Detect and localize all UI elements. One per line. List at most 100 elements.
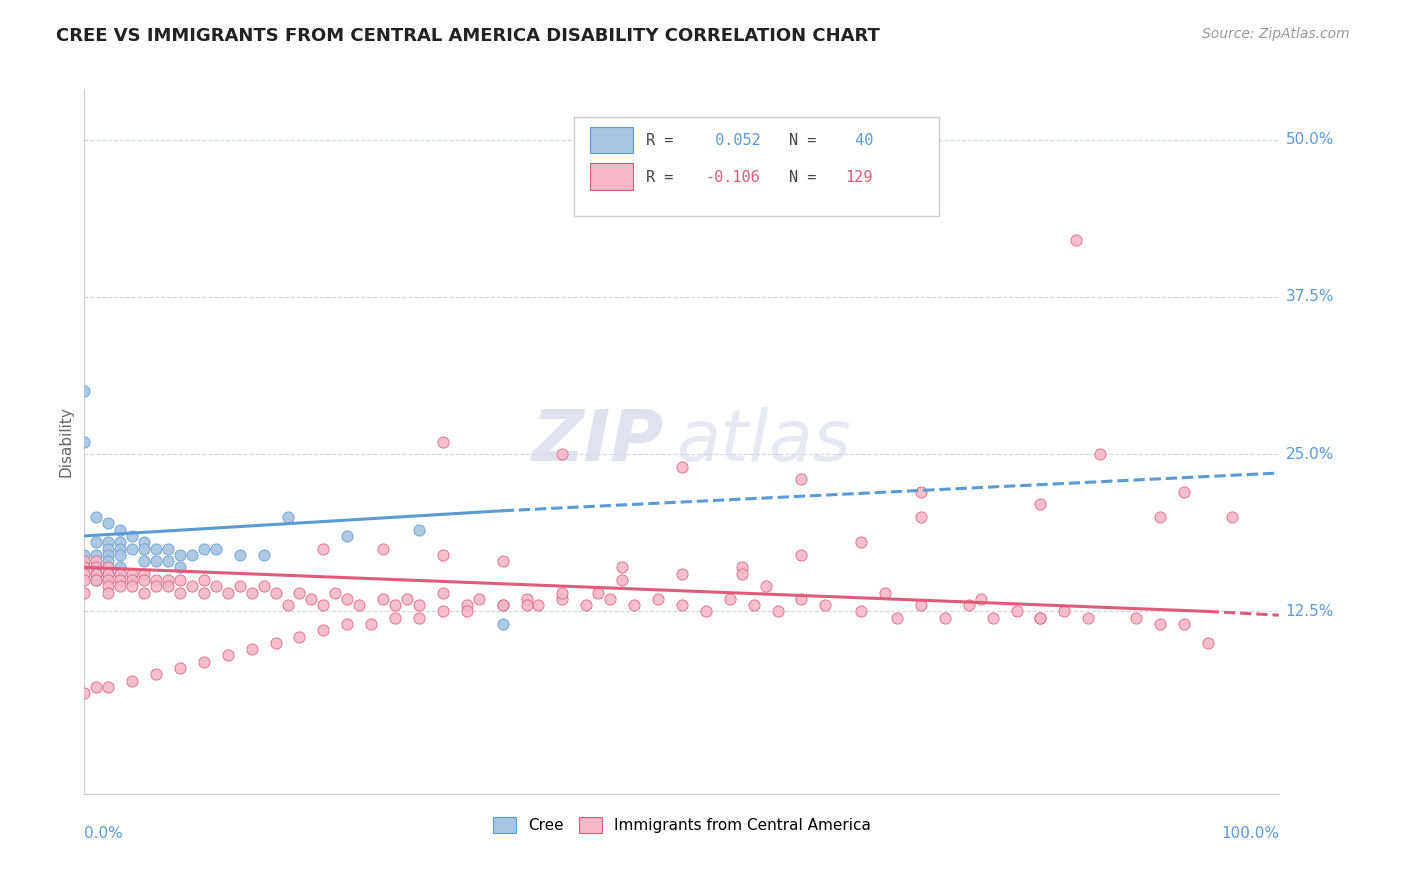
Point: [360, 617, 382, 632]
Point: [169, 661, 191, 675]
Point: [396, 591, 419, 606]
Point: [456, 604, 478, 618]
FancyBboxPatch shape: [591, 127, 633, 153]
Point: [1053, 604, 1076, 618]
Point: [1066, 233, 1088, 247]
Point: [121, 541, 143, 556]
Text: 12.5%: 12.5%: [1285, 604, 1334, 619]
Point: [86, 680, 108, 694]
Point: [671, 459, 693, 474]
Point: [121, 529, 143, 543]
Point: [671, 598, 693, 612]
Point: [181, 579, 204, 593]
Point: [86, 566, 108, 581]
Point: [73, 434, 96, 449]
Text: 50.0%: 50.0%: [1285, 132, 1334, 147]
Point: [731, 560, 754, 574]
Point: [790, 591, 813, 606]
Point: [145, 573, 167, 587]
Point: [73, 560, 96, 574]
Point: [145, 667, 167, 681]
Point: [1029, 498, 1052, 512]
Point: [145, 541, 167, 556]
Point: [957, 598, 980, 612]
Text: CREE VS IMMIGRANTS FROM CENTRAL AMERICA DISABILITY CORRELATION CHART: CREE VS IMMIGRANTS FROM CENTRAL AMERICA …: [56, 27, 880, 45]
Point: [312, 541, 335, 556]
Point: [755, 579, 778, 593]
Point: [169, 585, 191, 599]
Point: [121, 566, 143, 581]
Point: [132, 535, 156, 549]
Point: [97, 560, 120, 574]
Point: [408, 523, 430, 537]
Point: [790, 472, 813, 486]
Point: [910, 598, 932, 612]
Text: R =: R =: [647, 169, 682, 185]
Point: [193, 541, 215, 556]
Point: [157, 573, 180, 587]
Point: [253, 579, 276, 593]
Point: [205, 579, 228, 593]
Point: [97, 566, 120, 581]
Point: [731, 566, 754, 581]
Point: [468, 591, 491, 606]
Text: 0.052: 0.052: [706, 133, 761, 148]
Text: N =: N =: [790, 133, 825, 148]
Point: [86, 573, 108, 587]
Text: 100.0%: 100.0%: [1222, 826, 1279, 840]
Point: [301, 591, 323, 606]
Text: ZIP: ZIP: [531, 407, 664, 476]
Point: [229, 579, 252, 593]
Point: [1029, 611, 1052, 625]
Point: [373, 541, 395, 556]
Point: [110, 523, 132, 537]
Point: [73, 585, 96, 599]
Point: [132, 566, 156, 581]
Point: [384, 611, 406, 625]
Point: [264, 636, 287, 650]
Point: [766, 604, 789, 618]
Point: [492, 554, 515, 568]
Point: [253, 548, 276, 562]
Point: [336, 591, 359, 606]
Text: Source: ZipAtlas.com: Source: ZipAtlas.com: [1202, 27, 1350, 41]
Point: [875, 585, 897, 599]
Point: [492, 598, 515, 612]
Point: [647, 591, 669, 606]
Point: [110, 548, 132, 562]
Point: [86, 573, 108, 587]
Point: [110, 566, 132, 581]
Point: [742, 598, 765, 612]
Point: [1197, 636, 1219, 650]
Point: [886, 611, 908, 625]
Point: [132, 541, 156, 556]
Point: [73, 686, 96, 700]
Text: 37.5%: 37.5%: [1285, 289, 1334, 304]
Text: N =: N =: [790, 169, 825, 185]
Point: [1149, 510, 1171, 524]
Point: [97, 585, 120, 599]
Point: [73, 573, 96, 587]
Point: [121, 579, 143, 593]
Point: [97, 548, 120, 562]
Point: [910, 510, 932, 524]
Point: [432, 604, 454, 618]
Point: [110, 573, 132, 587]
Point: [325, 585, 347, 599]
Point: [97, 680, 120, 694]
Point: [132, 585, 156, 599]
Point: [97, 535, 120, 549]
Point: [157, 554, 180, 568]
Point: [110, 535, 132, 549]
Point: [264, 585, 287, 599]
Point: [492, 617, 515, 632]
Point: [97, 579, 120, 593]
Point: [934, 611, 956, 625]
Point: [551, 585, 574, 599]
Point: [97, 573, 120, 587]
Point: [575, 598, 598, 612]
Point: [718, 591, 741, 606]
Point: [132, 554, 156, 568]
Point: [551, 447, 574, 461]
Point: [671, 566, 693, 581]
